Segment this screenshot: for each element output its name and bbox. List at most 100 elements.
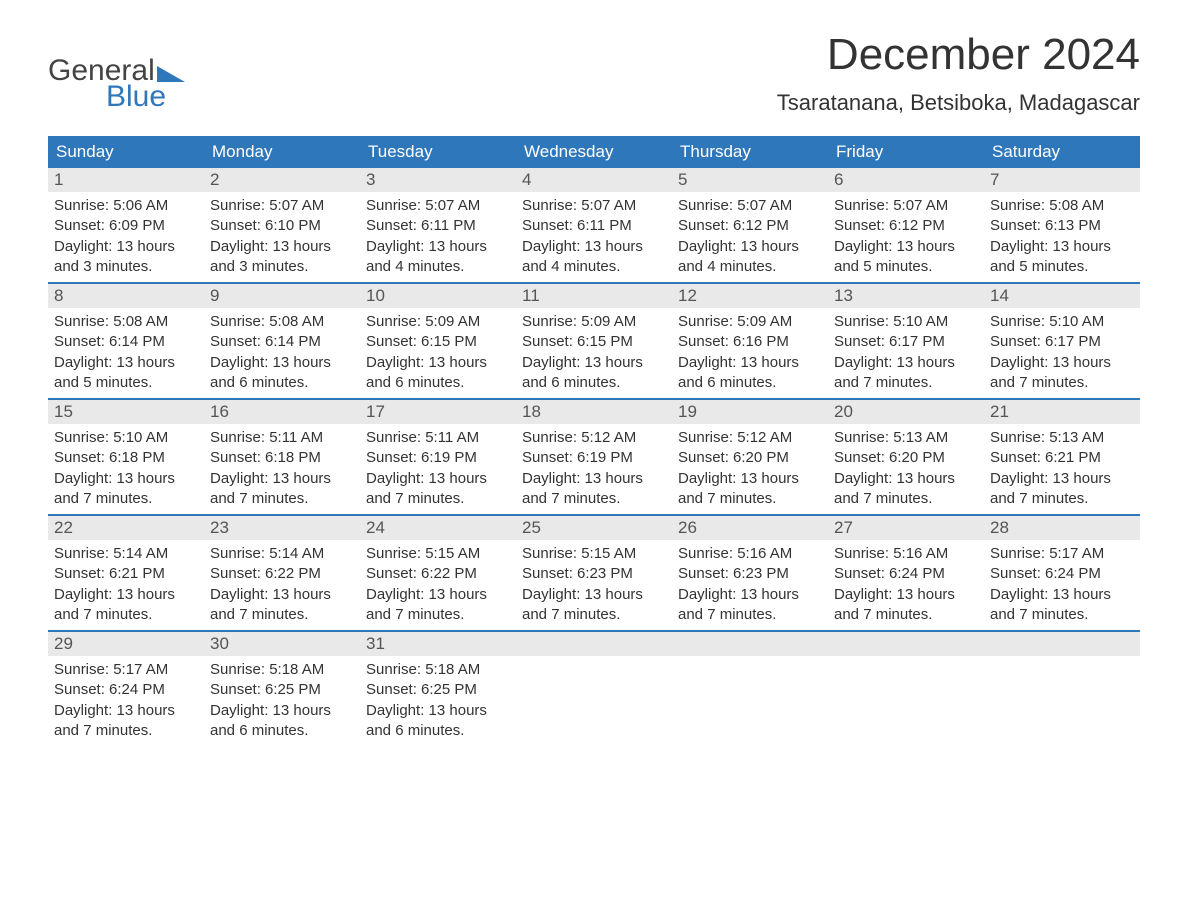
day-cell: Sunrise: 5:09 AMSunset: 6:15 PMDaylight:… [360,308,516,396]
day-sunrise-line: Sunrise: 5:08 AM [990,196,1134,216]
day-day2-line: and 7 minutes. [210,489,354,509]
day-cell: Sunrise: 5:08 AMSunset: 6:13 PMDaylight:… [984,192,1140,280]
day-cell: Sunrise: 5:18 AMSunset: 6:25 PMDaylight:… [204,656,360,744]
day-day2-line: and 7 minutes. [54,605,198,625]
day-cell: Sunrise: 5:14 AMSunset: 6:22 PMDaylight:… [204,540,360,628]
day-body-row: Sunrise: 5:14 AMSunset: 6:21 PMDaylight:… [48,540,1140,628]
day-cell: Sunrise: 5:17 AMSunset: 6:24 PMDaylight:… [48,656,204,744]
day-number [828,632,984,656]
day-day2-line: and 7 minutes. [366,489,510,509]
day-day2-line: and 6 minutes. [210,721,354,741]
logo: General Blue [48,30,187,112]
day-cell: Sunrise: 5:15 AMSunset: 6:23 PMDaylight:… [516,540,672,628]
day-sunrise-line: Sunrise: 5:11 AM [366,428,510,448]
day-number: 5 [672,168,828,192]
day-sunset-line: Sunset: 6:09 PM [54,216,198,236]
day-cell: Sunrise: 5:14 AMSunset: 6:21 PMDaylight:… [48,540,204,628]
day-header-row: Sunday Monday Tuesday Wednesday Thursday… [48,136,1140,168]
day-day2-line: and 7 minutes. [522,605,666,625]
day-number: 25 [516,516,672,540]
day-day2-line: and 7 minutes. [834,605,978,625]
day-day2-line: and 7 minutes. [990,605,1134,625]
day-day2-line: and 5 minutes. [990,257,1134,277]
day-cell: Sunrise: 5:16 AMSunset: 6:23 PMDaylight:… [672,540,828,628]
day-number: 28 [984,516,1140,540]
day-cell [984,656,1140,744]
day-number: 17 [360,400,516,424]
day-header-sun: Sunday [48,136,204,168]
week-block: 891011121314Sunrise: 5:08 AMSunset: 6:14… [48,282,1140,396]
day-day1-line: Daylight: 13 hours [366,237,510,257]
day-day2-line: and 6 minutes. [522,373,666,393]
day-day1-line: Daylight: 13 hours [678,237,822,257]
day-header-sat: Saturday [984,136,1140,168]
day-day2-line: and 3 minutes. [54,257,198,277]
day-number-strip: 293031 [48,630,1140,656]
week-block: 1234567Sunrise: 5:06 AMSunset: 6:09 PMDa… [48,168,1140,280]
day-number: 13 [828,284,984,308]
day-day2-line: and 7 minutes. [522,489,666,509]
day-cell: Sunrise: 5:13 AMSunset: 6:21 PMDaylight:… [984,424,1140,512]
day-day2-line: and 7 minutes. [990,373,1134,393]
day-sunrise-line: Sunrise: 5:15 AM [522,544,666,564]
day-day1-line: Daylight: 13 hours [210,353,354,373]
day-day1-line: Daylight: 13 hours [366,701,510,721]
day-header-thu: Thursday [672,136,828,168]
day-number-strip: 15161718192021 [48,398,1140,424]
day-sunrise-line: Sunrise: 5:17 AM [54,660,198,680]
day-sunset-line: Sunset: 6:13 PM [990,216,1134,236]
day-day1-line: Daylight: 13 hours [210,469,354,489]
day-sunrise-line: Sunrise: 5:09 AM [366,312,510,332]
day-cell: Sunrise: 5:11 AMSunset: 6:18 PMDaylight:… [204,424,360,512]
day-day2-line: and 4 minutes. [522,257,666,277]
day-number: 19 [672,400,828,424]
day-day2-line: and 7 minutes. [678,605,822,625]
day-cell: Sunrise: 5:18 AMSunset: 6:25 PMDaylight:… [360,656,516,744]
day-sunrise-line: Sunrise: 5:08 AM [210,312,354,332]
day-cell: Sunrise: 5:13 AMSunset: 6:20 PMDaylight:… [828,424,984,512]
day-number: 20 [828,400,984,424]
day-cell [516,656,672,744]
day-number: 14 [984,284,1140,308]
day-number-strip: 891011121314 [48,282,1140,308]
day-cell: Sunrise: 5:08 AMSunset: 6:14 PMDaylight:… [204,308,360,396]
day-number: 29 [48,632,204,656]
day-cell: Sunrise: 5:06 AMSunset: 6:09 PMDaylight:… [48,192,204,280]
day-cell: Sunrise: 5:16 AMSunset: 6:24 PMDaylight:… [828,540,984,628]
day-sunset-line: Sunset: 6:15 PM [366,332,510,352]
day-sunrise-line: Sunrise: 5:10 AM [834,312,978,332]
day-day1-line: Daylight: 13 hours [522,237,666,257]
day-day1-line: Daylight: 13 hours [678,585,822,605]
page-title: December 2024 [777,30,1140,80]
day-sunset-line: Sunset: 6:11 PM [522,216,666,236]
day-sunset-line: Sunset: 6:20 PM [678,448,822,468]
logo-text-bottom: Blue [48,82,187,112]
day-cell: Sunrise: 5:07 AMSunset: 6:11 PMDaylight:… [516,192,672,280]
day-sunset-line: Sunset: 6:14 PM [54,332,198,352]
day-sunset-line: Sunset: 6:25 PM [210,680,354,700]
day-sunset-line: Sunset: 6:15 PM [522,332,666,352]
day-cell: Sunrise: 5:10 AMSunset: 6:17 PMDaylight:… [828,308,984,396]
day-sunset-line: Sunset: 6:17 PM [990,332,1134,352]
week-block: 15161718192021Sunrise: 5:10 AMSunset: 6:… [48,398,1140,512]
day-day1-line: Daylight: 13 hours [834,237,978,257]
day-day2-line: and 7 minutes. [366,605,510,625]
day-body-row: Sunrise: 5:17 AMSunset: 6:24 PMDaylight:… [48,656,1140,744]
day-cell: Sunrise: 5:07 AMSunset: 6:12 PMDaylight:… [828,192,984,280]
day-cell: Sunrise: 5:08 AMSunset: 6:14 PMDaylight:… [48,308,204,396]
day-sunset-line: Sunset: 6:22 PM [210,564,354,584]
day-day1-line: Daylight: 13 hours [54,701,198,721]
day-number: 12 [672,284,828,308]
day-day1-line: Daylight: 13 hours [678,353,822,373]
day-day1-line: Daylight: 13 hours [522,469,666,489]
day-number: 1 [48,168,204,192]
week-block: 22232425262728Sunrise: 5:14 AMSunset: 6:… [48,514,1140,628]
day-sunrise-line: Sunrise: 5:12 AM [522,428,666,448]
day-day2-line: and 7 minutes. [54,489,198,509]
day-sunset-line: Sunset: 6:12 PM [834,216,978,236]
day-number: 18 [516,400,672,424]
day-sunset-line: Sunset: 6:17 PM [834,332,978,352]
day-sunset-line: Sunset: 6:21 PM [54,564,198,584]
day-day1-line: Daylight: 13 hours [210,237,354,257]
day-number [516,632,672,656]
